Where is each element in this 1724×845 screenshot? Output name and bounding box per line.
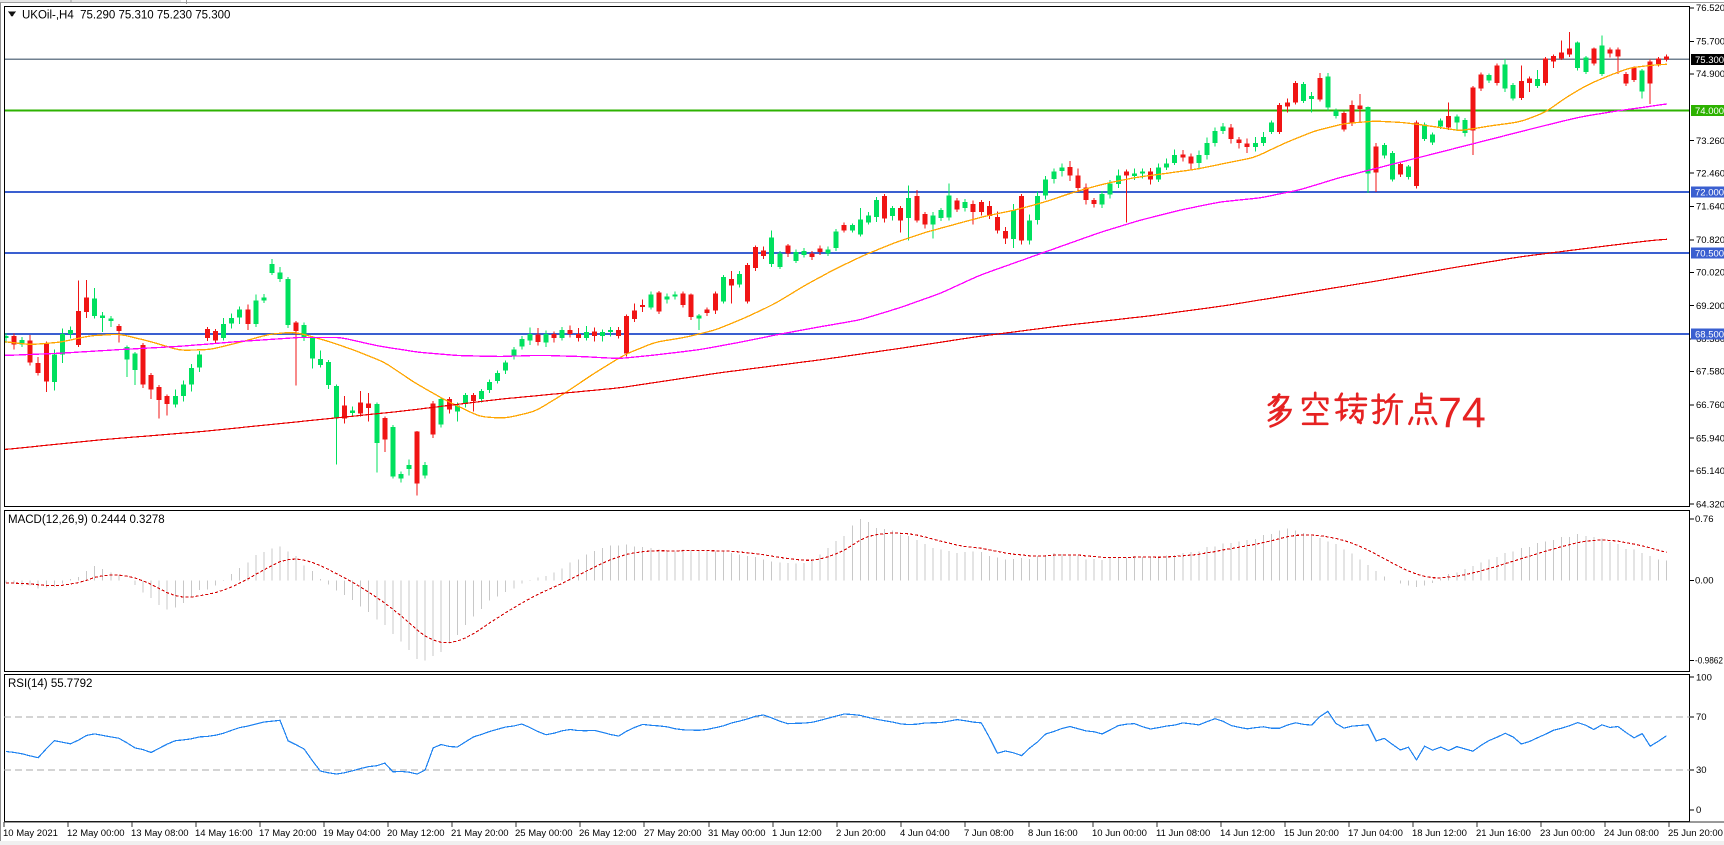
svg-text:74.000: 74.000 <box>1695 106 1724 117</box>
svg-text:23 Jun 00:00: 23 Jun 00:00 <box>1540 828 1595 839</box>
svg-text:14 Jun 12:00: 14 Jun 12:00 <box>1220 828 1275 839</box>
svg-text:25 Jun 20:00: 25 Jun 20:00 <box>1668 828 1723 839</box>
svg-text:20 May 12:00: 20 May 12:00 <box>387 828 445 839</box>
svg-text:-0.9862: -0.9862 <box>1695 656 1723 667</box>
svg-text:1 Jun 12:00: 1 Jun 12:00 <box>772 828 822 839</box>
svg-text:74: 74 <box>1438 389 1486 437</box>
svg-text:27 May 20:00: 27 May 20:00 <box>644 828 702 839</box>
svg-text:76.520: 76.520 <box>1696 3 1724 14</box>
svg-text:17 Jun 04:00: 17 Jun 04:00 <box>1348 828 1403 839</box>
svg-text:100: 100 <box>1696 673 1712 684</box>
svg-text:2 Jun 20:00: 2 Jun 20:00 <box>836 828 886 839</box>
svg-text:31 May 00:00: 31 May 00:00 <box>708 828 766 839</box>
svg-text:0: 0 <box>1696 805 1701 816</box>
svg-text:21 Jun 16:00: 21 Jun 16:00 <box>1476 828 1531 839</box>
svg-text:74.900: 74.900 <box>1696 69 1724 80</box>
svg-text:68.500: 68.500 <box>1695 330 1724 341</box>
svg-text:69.200: 69.200 <box>1696 301 1724 312</box>
svg-text:0.00: 0.00 <box>1695 576 1714 587</box>
svg-text:25 May 00:00: 25 May 00:00 <box>515 828 573 839</box>
svg-text:10 Jun 00:00: 10 Jun 00:00 <box>1092 828 1147 839</box>
svg-text:12 May 00:00: 12 May 00:00 <box>67 828 125 839</box>
svg-text:67.580: 67.580 <box>1696 367 1724 378</box>
svg-text:73.260: 73.260 <box>1696 136 1724 147</box>
svg-text:13 May 08:00: 13 May 08:00 <box>131 828 189 839</box>
svg-text:14 May 16:00: 14 May 16:00 <box>195 828 253 839</box>
svg-text:70: 70 <box>1696 712 1707 723</box>
svg-text:7 Jun 08:00: 7 Jun 08:00 <box>964 828 1014 839</box>
svg-text:65.140: 65.140 <box>1696 466 1724 477</box>
svg-text:24 Jun 08:00: 24 Jun 08:00 <box>1604 828 1659 839</box>
svg-text:0.76: 0.76 <box>1695 514 1714 525</box>
svg-text:75.300: 75.300 <box>1695 55 1724 66</box>
svg-text:18 Jun 12:00: 18 Jun 12:00 <box>1412 828 1467 839</box>
svg-text:10 May 2021: 10 May 2021 <box>3 828 58 839</box>
svg-text:8 Jun 16:00: 8 Jun 16:00 <box>1028 828 1078 839</box>
svg-text:4 Jun 04:00: 4 Jun 04:00 <box>900 828 950 839</box>
svg-text:64.320: 64.320 <box>1696 499 1724 510</box>
svg-text:66.760: 66.760 <box>1696 400 1724 411</box>
svg-text:72.460: 72.460 <box>1696 168 1724 179</box>
svg-text:65.940: 65.940 <box>1696 433 1724 444</box>
svg-text:17 May 20:00: 17 May 20:00 <box>259 828 317 839</box>
svg-text:RSI(14) 55.7792: RSI(14) 55.7792 <box>8 678 92 690</box>
svg-text:21 May 20:00: 21 May 20:00 <box>451 828 509 839</box>
svg-text:UKOil-,H4 75.290 75.310 75.23: UKOil-,H4 75.290 75.310 75.230 75.300 <box>22 10 230 22</box>
svg-text:68.380: 68.380 <box>1696 334 1724 345</box>
svg-text:30: 30 <box>1696 765 1707 776</box>
svg-text:15 Jun 20:00: 15 Jun 20:00 <box>1284 828 1339 839</box>
svg-text:MACD(12,26,9) 0.2444 0.3278: MACD(12,26,9) 0.2444 0.3278 <box>8 514 165 526</box>
svg-text:70.500: 70.500 <box>1695 248 1724 259</box>
svg-text:70.020: 70.020 <box>1696 268 1724 279</box>
svg-text:11 Jun 08:00: 11 Jun 08:00 <box>1156 828 1210 839</box>
svg-text:19 May 04:00: 19 May 04:00 <box>323 828 381 839</box>
svg-text:26 May 12:00: 26 May 12:00 <box>579 828 637 839</box>
svg-text:71.640: 71.640 <box>1696 202 1724 213</box>
svg-text:72.000: 72.000 <box>1695 187 1724 198</box>
svg-text:75.700: 75.700 <box>1696 37 1724 48</box>
svg-text:70.820: 70.820 <box>1696 235 1724 246</box>
